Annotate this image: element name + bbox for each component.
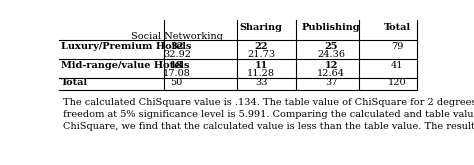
Text: Publishing: Publishing [302, 23, 360, 32]
Text: Social Networking: Social Networking [131, 32, 223, 41]
Text: 37: 37 [325, 78, 337, 87]
Text: Total: Total [61, 78, 88, 87]
Text: 33: 33 [255, 78, 267, 87]
Text: 120: 120 [388, 78, 407, 87]
Text: 11: 11 [255, 61, 268, 70]
Text: 22: 22 [255, 43, 268, 51]
Text: Total: Total [383, 23, 411, 32]
Text: 32.92: 32.92 [163, 50, 191, 59]
Text: 12.64: 12.64 [317, 69, 345, 78]
Text: 12: 12 [324, 61, 338, 70]
Text: 25: 25 [324, 43, 338, 51]
Text: 50: 50 [171, 78, 183, 87]
Text: 79: 79 [391, 43, 403, 51]
Text: Sharing: Sharing [240, 23, 283, 32]
Text: Mid-range/value Hotels: Mid-range/value Hotels [61, 61, 190, 70]
Text: 11.28: 11.28 [247, 69, 275, 78]
Text: 24.36: 24.36 [317, 50, 345, 59]
Text: Luxury/Premium Hotels: Luxury/Premium Hotels [61, 43, 191, 51]
Text: 21.73: 21.73 [247, 50, 275, 59]
Text: 18: 18 [170, 61, 183, 70]
Text: 41: 41 [391, 61, 403, 70]
Text: 17.08: 17.08 [163, 69, 191, 78]
Text: 32: 32 [170, 43, 183, 51]
Text: The calculated ChiSquare value is .134. The table value of ChiSquare for 2 degre: The calculated ChiSquare value is .134. … [63, 98, 474, 131]
